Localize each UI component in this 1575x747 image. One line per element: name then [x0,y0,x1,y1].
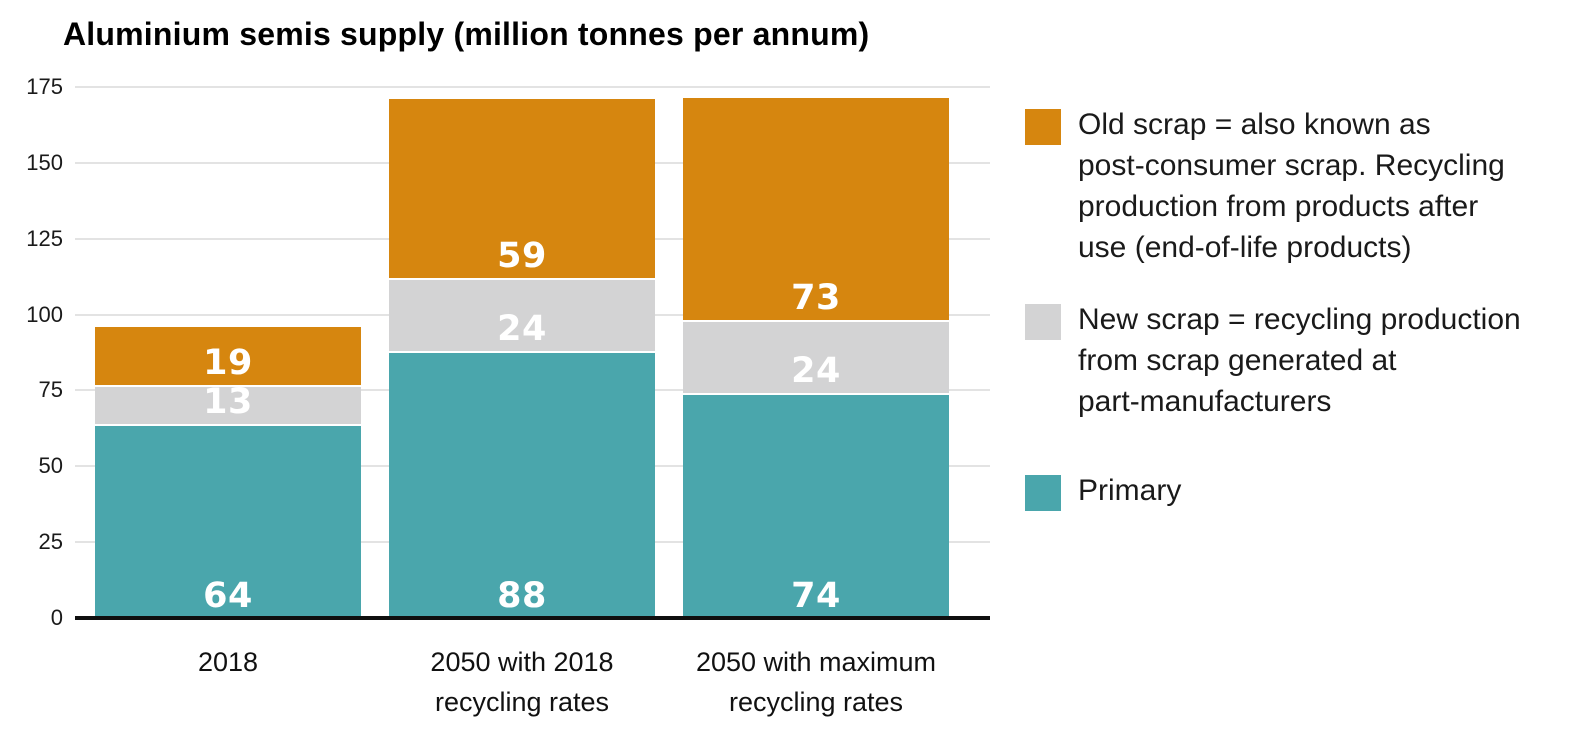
bar-value-label: 24 [791,351,841,391]
x-category-label: 2018 [198,642,258,682]
chart-title: Aluminium semis supply (million tonnes p… [63,16,870,52]
bar-value-label: 88 [497,576,547,616]
bar-segment-old-scrap: 59 [389,99,655,278]
gridline [75,86,990,88]
legend-label: New scrap = recycling production from scr… [1078,299,1521,422]
x-category-label-line: recycling rates [728,687,904,717]
legend-label: Old scrap = also known as post-consumer s… [1078,104,1505,268]
y-tick-label: 175 [26,74,63,99]
legend-label-line: from scrap generated at [1078,344,1397,377]
x-category-label: 2050 with maximum recycling rates [696,642,936,722]
y-tick-label: 50 [38,453,63,479]
x-category-label-line: recycling rates [434,687,610,717]
legend-label-line: New scrap = recycling production [1078,303,1521,336]
bar-value-label: 74 [791,576,841,616]
bar-segment-primary: 74 [683,393,949,618]
y-tick-label: 25 [38,529,63,555]
legend-label-line: post-consumer scrap. Recycling [1078,149,1505,182]
x-axis-line [75,616,990,620]
bar-2050-with-2018-recycling-rates: 59 24 88 [389,99,655,618]
x-category-label-line: 2018 [197,647,259,677]
bar-segment-old-scrap: 73 [683,98,949,320]
legend-item-old-scrap: Old scrap = also known as post-consumer s… [1025,104,1505,268]
bar-segment-new-scrap: 24 [389,278,655,351]
legend-swatch-primary [1025,475,1061,511]
legend-label: Primary [1078,470,1181,511]
bar-segment-old-scrap: 19 [95,327,361,385]
x-category-label: 2050 with 2018 recycling rates [430,642,613,722]
legend-label-line: part-manufacturers [1078,385,1332,418]
bar-segment-primary: 88 [389,351,655,618]
bar-segment-new-scrap: 13 [95,385,361,424]
legend-item-primary: Primary [1025,470,1181,511]
legend-swatch-old-scrap [1025,109,1061,145]
bar-value-label: 59 [497,236,547,276]
y-tick-label: 150 [26,149,63,175]
bar-segment-new-scrap: 24 [683,320,949,393]
bar-2050-with-maximum-recycling-rates: 73 24 74 [683,98,949,618]
legend-label-line: Old scrap = also known as [1078,108,1431,141]
y-tick-label: 100 [26,301,63,327]
legend-item-new-scrap: New scrap = recycling production from scr… [1025,299,1521,422]
bar-value-label: 73 [791,278,841,318]
legend-label-line: Primary [1078,474,1182,507]
bar-value-label: 24 [497,309,547,349]
bar-segment-primary: 64 [95,424,361,618]
bar-value-label: 19 [203,343,253,383]
x-category-label-line: 2050 with 2018 [430,647,614,677]
legend-label-line: production from products after [1078,190,1479,223]
bar-value-label: 13 [203,382,253,422]
bar-2018: 19 13 64 [95,327,361,618]
y-tick-label: 75 [38,377,63,403]
x-category-label-line: 2050 with maximum [695,647,937,677]
bar-value-label: 64 [203,576,253,616]
plot-area: 19 13 64 2018 59 24 88 2050 with 2018 recycling … [75,86,990,717]
y-tick-label: 0 [50,605,63,630]
y-tick-label: 125 [26,225,63,251]
legend-label-line: use (end-of-life products) [1078,231,1412,264]
legend-swatch-new-scrap [1025,304,1061,340]
